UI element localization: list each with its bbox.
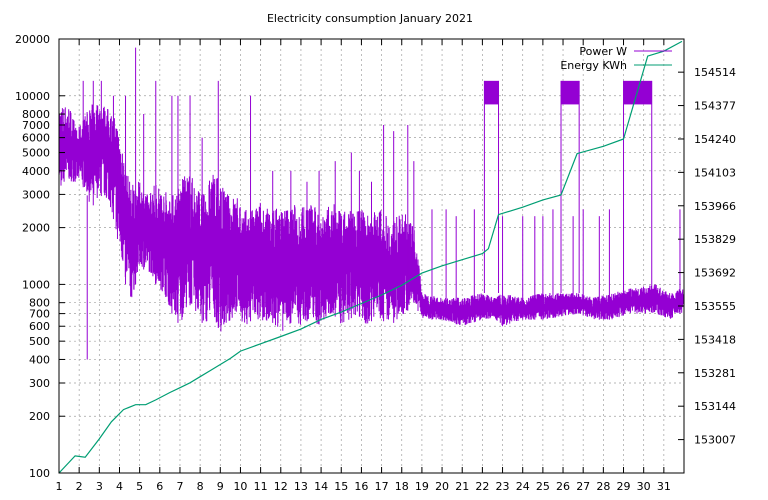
x-tick-label: 2 xyxy=(76,480,83,493)
x-tick-label: 23 xyxy=(496,480,510,493)
legend-label-energy: Energy KWh xyxy=(560,59,627,72)
energy-series xyxy=(58,40,683,474)
y-right-tick-label: 153966 xyxy=(694,200,736,213)
x-tick-label: 20 xyxy=(435,480,449,493)
y-left-tick-label: 300 xyxy=(29,377,50,390)
x-tick-label: 27 xyxy=(576,480,590,493)
y-right-tick-label: 153829 xyxy=(694,233,736,246)
y-left-tick-label: 600 xyxy=(29,320,50,333)
x-tick-label: 7 xyxy=(176,480,183,493)
legend: Power W Energy KWh xyxy=(560,45,672,72)
x-tick-label: 16 xyxy=(354,480,368,493)
plot-frame xyxy=(58,38,685,474)
chart-title: Electricity consumption January 2021 xyxy=(267,12,473,25)
y-right-tick-label: 153692 xyxy=(694,267,736,280)
x-tick-label: 8 xyxy=(197,480,204,493)
y-left-tick-label: 3000 xyxy=(22,188,50,201)
y-left-tick-label: 6000 xyxy=(22,132,50,145)
x-tick-label: 9 xyxy=(217,480,224,493)
y-left-tick-label: 10000 xyxy=(15,90,50,103)
energy-line xyxy=(58,40,683,474)
x-tick-label: 24 xyxy=(516,480,530,493)
y-right-tick-label: 153555 xyxy=(694,300,736,313)
x-tick-label: 22 xyxy=(475,480,489,493)
x-tick-label: 31 xyxy=(657,480,671,493)
y-left-tick-label: 200 xyxy=(29,410,50,423)
y-left-tick-label: 8000 xyxy=(22,108,50,121)
x-tick-label: 10 xyxy=(233,480,247,493)
y-right-tick-label: 153144 xyxy=(694,400,736,413)
y-right-tick-label: 153281 xyxy=(694,367,736,380)
x-tick-label: 15 xyxy=(334,480,348,493)
y-left-tick-label: 4000 xyxy=(22,165,50,178)
x-tick-label: 26 xyxy=(556,480,570,493)
y-right-tick-label: 154240 xyxy=(694,133,736,146)
x-tick-label: 1 xyxy=(56,480,63,493)
y-left-tick-label: 1000 xyxy=(22,278,50,291)
x-tick-label: 4 xyxy=(116,480,123,493)
y-left-tick-label: 800 xyxy=(29,297,50,310)
power-plateau xyxy=(484,80,499,105)
x-tick-label: 25 xyxy=(536,480,550,493)
x-tick-label: 18 xyxy=(395,480,409,493)
y-left-tick-label: 500 xyxy=(29,335,50,348)
y-right-tick-label: 153418 xyxy=(694,333,736,346)
x-tick-label: 21 xyxy=(455,480,469,493)
x-tick-label: 5 xyxy=(136,480,143,493)
y-left-tick-label: 2000 xyxy=(22,222,50,235)
legend-label-power: Power W xyxy=(579,45,627,58)
x-tick-label: 28 xyxy=(596,480,610,493)
y-left-tick-label: 700 xyxy=(29,308,50,321)
y-right-tick-label: 153007 xyxy=(694,434,736,447)
x-tick-label: 29 xyxy=(617,480,631,493)
y-right-tick-label: 154103 xyxy=(694,166,736,179)
x-tick-label: 3 xyxy=(96,480,103,493)
y-right-tick-label: 154514 xyxy=(694,66,736,79)
x-tick-label: 14 xyxy=(314,480,328,493)
axis-ticks: 1 2 3 4 5 6 7 8 9 10 11 12 13 14 15 16 17 18 19 20 21 22 23 24 2… xyxy=(15,33,736,493)
x-tick-label: 17 xyxy=(375,480,389,493)
x-tick-label: 6 xyxy=(156,480,163,493)
x-tick-label: 13 xyxy=(294,480,308,493)
x-tick-label: 19 xyxy=(415,480,429,493)
y-left-tick-label: 400 xyxy=(29,353,50,366)
x-tick-label: 30 xyxy=(637,480,651,493)
y-left-tick-label: 5000 xyxy=(22,147,50,160)
y-left-tick-label: 7000 xyxy=(22,119,50,132)
y-left-tick-label: 20000 xyxy=(15,33,50,46)
power-plateau xyxy=(561,80,580,105)
y-right-tick-label: 154377 xyxy=(694,100,736,113)
y-left-tick-label: 100 xyxy=(29,467,50,480)
x-tick-label: 12 xyxy=(274,480,288,493)
power-series xyxy=(58,47,684,360)
x-tick-label: 11 xyxy=(254,480,268,493)
